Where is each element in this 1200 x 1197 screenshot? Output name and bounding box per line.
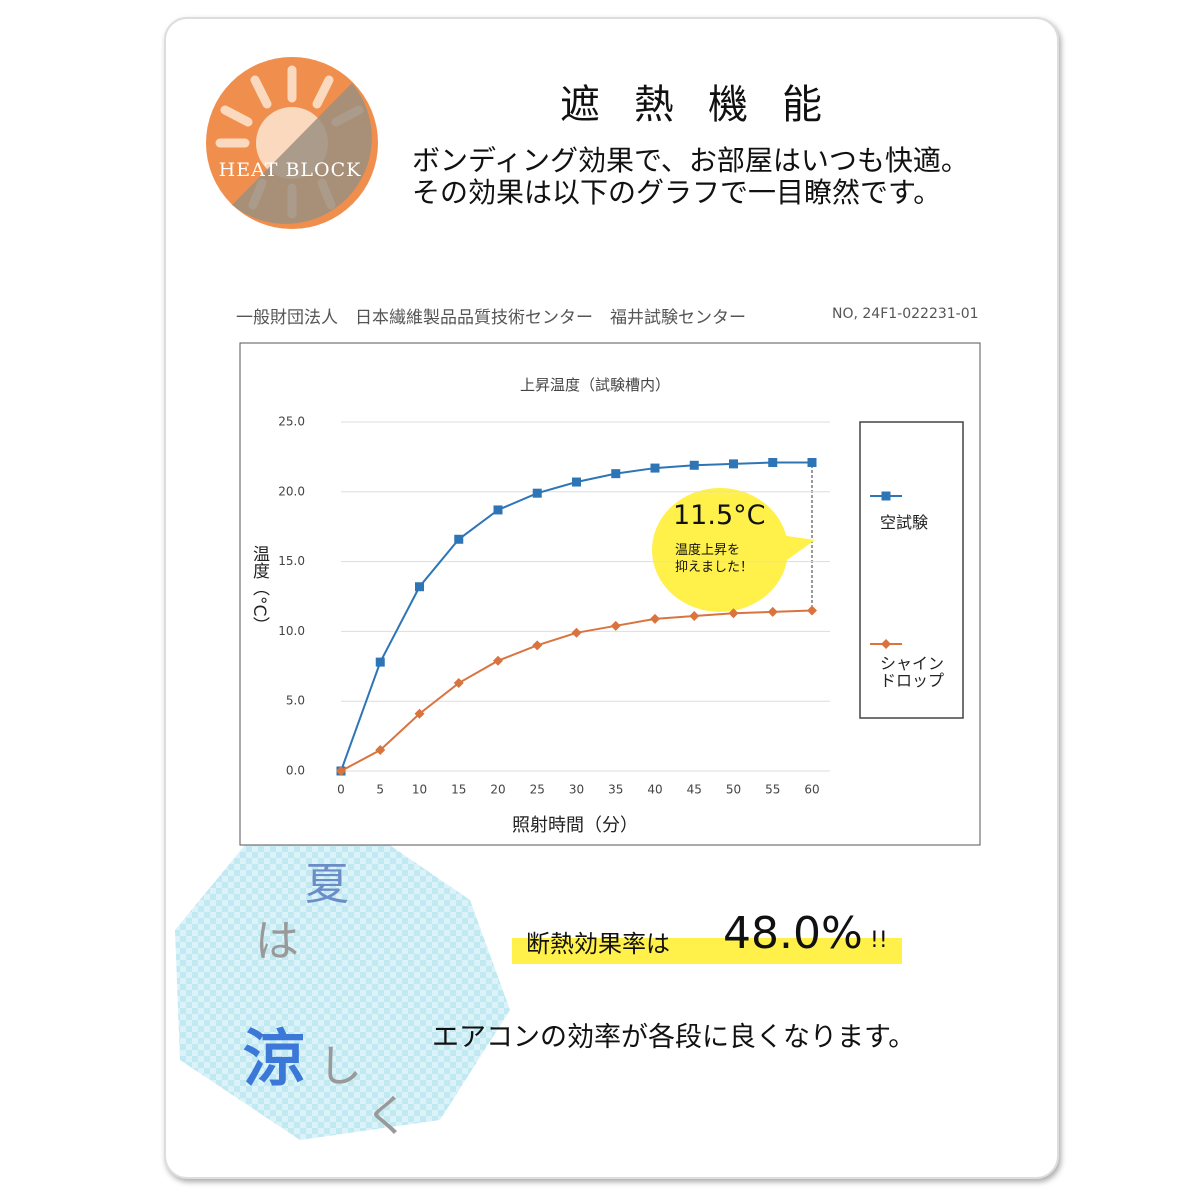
point xyxy=(881,639,891,649)
highlight xyxy=(512,938,902,964)
chart-title: 上昇温度（試験槽内） xyxy=(520,376,671,394)
heat-icon xyxy=(206,57,378,229)
x-tick-label: 15 xyxy=(451,783,466,797)
y-tick-label: 0.0 xyxy=(286,764,305,778)
callout-line: 抑えました！ xyxy=(675,560,754,575)
deco-char: し xyxy=(318,1041,362,1092)
rate: 48.0% xyxy=(723,908,863,959)
rate-label: 断熱効果率は xyxy=(526,930,670,958)
x-tick-label: 25 xyxy=(530,783,545,797)
point xyxy=(414,708,425,719)
deco-char: く xyxy=(365,1091,409,1142)
x-axis-label: 照射時間（分） xyxy=(512,815,638,836)
callout-line: 温度上昇を xyxy=(675,543,741,558)
rate-exclaim: !! xyxy=(870,928,888,953)
callout xyxy=(652,488,788,612)
point xyxy=(375,745,386,756)
point xyxy=(728,608,739,619)
point xyxy=(453,678,464,689)
y-tick-label: 5.0 xyxy=(286,694,305,708)
source-org: 一般財団法人 日本繊維製品品質技術センター 福井試験センター xyxy=(236,308,746,328)
source-number: NO, 24F1-022231-01 xyxy=(832,306,979,322)
point xyxy=(689,611,700,622)
y-tick-label: 20.0 xyxy=(278,484,305,498)
point xyxy=(807,457,817,467)
deco-shape xyxy=(175,835,510,1140)
callout-value: 11.5°C xyxy=(673,500,766,531)
point xyxy=(572,477,581,487)
point xyxy=(768,457,778,467)
x-tick-label: 35 xyxy=(608,783,623,797)
point xyxy=(689,460,699,470)
x-tick-label: 30 xyxy=(569,783,584,797)
point xyxy=(650,463,660,473)
y-tick-label: 10.0 xyxy=(278,624,305,638)
deco-char: は xyxy=(255,916,299,967)
point xyxy=(807,605,817,616)
x-tick-label: 10 xyxy=(412,783,427,797)
point xyxy=(532,488,542,498)
point xyxy=(375,657,385,667)
point xyxy=(767,606,778,617)
x-tick-label: 20 xyxy=(490,783,505,797)
deco-char: 涼 xyxy=(243,1022,306,1095)
x-tick-label: 45 xyxy=(687,783,702,797)
callout-tail xyxy=(780,535,815,565)
y-tick-label: 15.0 xyxy=(278,554,305,568)
point xyxy=(493,655,503,666)
point xyxy=(415,582,424,592)
point xyxy=(881,491,891,501)
y-axis-label: 温度（°C） xyxy=(249,545,269,634)
point xyxy=(611,469,621,479)
deco-char: 夏 xyxy=(305,859,349,910)
subtitle-2: その効果は以下のグラフで一目瞭然です。 xyxy=(412,176,942,209)
x-tick-label: 55 xyxy=(765,783,780,797)
subtitle-1: ボンディング効果で、お部屋はいつも快適。 xyxy=(412,144,969,177)
chart-frame xyxy=(239,342,981,846)
point xyxy=(493,505,503,515)
x-tick-label: 60 xyxy=(804,783,819,797)
point xyxy=(454,534,464,544)
legend-label: シャインドロップ xyxy=(880,654,945,690)
point xyxy=(729,459,738,469)
note: エアコンの効率が各段に良くなります。 xyxy=(432,1022,916,1053)
point xyxy=(571,627,582,638)
x-tick-label: 40 xyxy=(647,783,662,797)
x-tick-label: 50 xyxy=(726,783,741,797)
point xyxy=(610,620,621,631)
x-tick-label: 5 xyxy=(376,783,384,797)
icon-text: HEAT BLOCK xyxy=(218,159,362,181)
point xyxy=(336,766,346,776)
point xyxy=(532,640,543,651)
title: 遮熱機能 xyxy=(560,82,856,128)
y-tick-label: 25.0 xyxy=(278,415,305,429)
legend-label: 空試験 xyxy=(880,513,929,532)
point xyxy=(650,613,660,624)
legend-box xyxy=(859,421,964,719)
x-tick-label: 0 xyxy=(337,783,345,797)
